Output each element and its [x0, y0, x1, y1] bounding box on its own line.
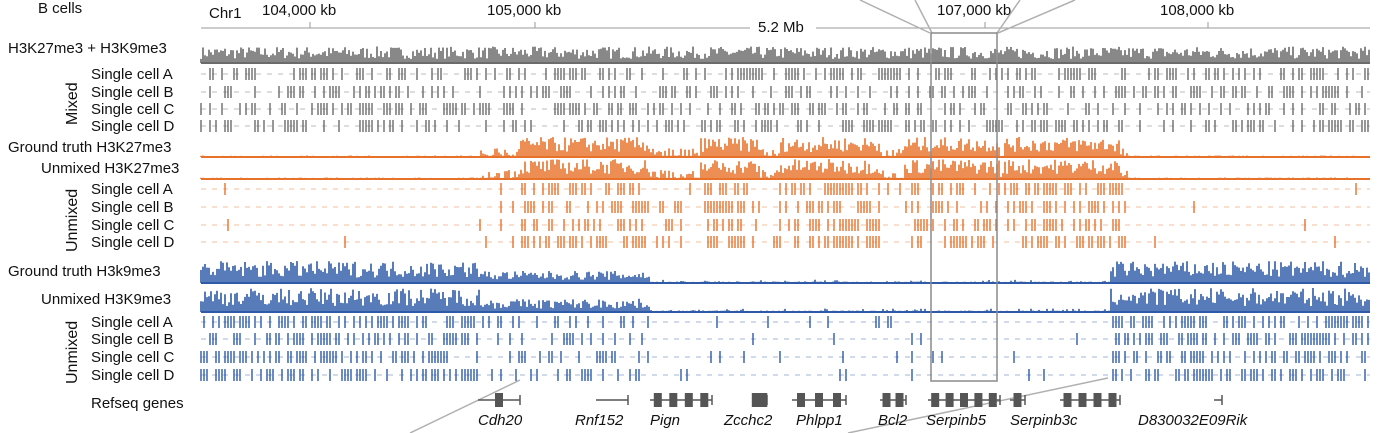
gene-label-6: Bcl2 [878, 412, 908, 429]
unmixed-k27-label: Unmixed H3K27me3 [41, 160, 179, 177]
k9-cell-d-label: Single cell D [91, 367, 175, 384]
k27-single-cell-row-1 [224, 183, 1357, 195]
gene-exon-4-2 [759, 393, 768, 407]
group-mixed-label: Mixed [64, 82, 81, 125]
zoom-highlight-box [930, 32, 998, 382]
gene-exon-3-1 [653, 393, 662, 407]
refseq-label: Refseq genes [91, 395, 184, 412]
k9-single-cell-row-3 [200, 351, 1366, 363]
tick-marks [309, 22, 1209, 28]
mixed-single-cell-row-2 [209, 86, 1363, 98]
gene-exon-9-1 [1063, 393, 1072, 407]
refseq-genes-track [478, 393, 1223, 407]
k27-cell-d-label: Single cell D [91, 234, 175, 251]
gene-exon-9-4 [1108, 393, 1117, 407]
span-label-bg [750, 18, 816, 36]
gene-exon-8-1 [1013, 393, 1022, 407]
k9-single-cell-row-2 [209, 333, 1369, 345]
gene-exon-3-2 [669, 393, 678, 407]
mixed-signal-track [200, 46, 1370, 63]
tick-label-3: 107,000 kb [937, 2, 1011, 19]
tick-label-4: 108,000 kb [1160, 2, 1234, 19]
gene-exon-1-1 [495, 393, 503, 407]
mixed-cell-a-label: Single cell A [91, 66, 173, 83]
k27-cell-a-label: Single cell A [91, 181, 173, 198]
k9-single-cell-row-4 [200, 369, 1366, 381]
gene-label-3: Pign [650, 412, 680, 429]
mixed-cell-d-label: Single cell D [91, 118, 175, 135]
gene-exon-3-3 [684, 393, 693, 407]
tracks-group [200, 46, 1370, 381]
gene-label-9: D830032E09Rik [1138, 412, 1249, 429]
gene-exon-6-2 [895, 393, 904, 407]
panel-label: B cells [38, 0, 82, 17]
gene-exon-7-4 [974, 393, 983, 407]
mixed-track-label: H3K27me3 + H3K9me3 [8, 40, 167, 57]
gt-k27-label: Ground truth H3K27me3 [8, 139, 171, 156]
mixed-single-cell-row-1 [209, 68, 1369, 80]
gene-exon-4-1 [751, 393, 760, 407]
k27-single-cell-row-3 [227, 219, 1306, 231]
gene-exon-7-2 [945, 393, 954, 407]
gene-exon-6-1 [882, 393, 891, 407]
k27-single-cell-row-4 [344, 236, 1336, 248]
gt-k9-label: Ground truth H3k9me3 [8, 263, 161, 280]
gene-exon-9-3 [1093, 393, 1102, 407]
zoom-callout-lines [409, 0, 1109, 433]
mixed-cell-c-label: Single cell C [91, 101, 175, 118]
gene-label-2: Rnf152 [575, 412, 624, 429]
k27-cell-c-label: Single cell C [91, 217, 175, 234]
gene-exon-9-2 [1078, 393, 1087, 407]
gt-k27-signal-track [200, 137, 1370, 157]
k9-single-cell-row-1 [203, 316, 1369, 328]
k9-cell-a-label: Single cell A [91, 314, 173, 331]
gene-exon-7-5 [988, 393, 997, 407]
gene-label-7: Serpinb5 [926, 412, 987, 429]
mixed-single-cell-row-3 [200, 103, 1366, 115]
gene-exon-7-3 [960, 393, 968, 407]
k9-cell-b-label: Single cell B [91, 331, 174, 348]
gene-label-5: Phlpp1 [796, 412, 843, 429]
mixed-cell-b-label: Single cell B [91, 84, 174, 101]
gene-exon-5-3 [833, 393, 841, 407]
k9-cell-c-label: Single cell C [91, 349, 175, 366]
gene-exon-5-2 [815, 393, 823, 407]
gene-exon-7-1 [931, 393, 940, 407]
chrom-label: Chr1 [209, 5, 242, 22]
unmixed-k27-signal-track [200, 159, 1370, 179]
span-label: 5.2 Mb [758, 19, 804, 36]
unmixed-k9-signal-track [200, 288, 1370, 312]
gt-k9-signal-track [200, 261, 1370, 283]
gene-label-1: Cdh20 [478, 412, 523, 429]
gene-label-8: Serpinb3c [1010, 412, 1078, 429]
k27-single-cell-row-2 [500, 201, 1195, 213]
tick-label-2: 105,000 kb [487, 2, 561, 19]
group-unmixed-k27-label: Unmixed [64, 189, 81, 252]
unmixed-k9-label: Unmixed H3K9me3 [41, 291, 171, 308]
gene-exon-5-1 [797, 393, 805, 407]
group-unmixed-k9-label: Unmixed [64, 321, 81, 384]
mixed-single-cell-row-4 [200, 120, 1369, 132]
gene-label-4: Zcchc2 [723, 412, 773, 429]
tick-label-1: 104,000 kb [262, 2, 336, 19]
k27-cell-b-label: Single cell B [91, 199, 174, 216]
gene-exon-3-4 [700, 393, 709, 407]
